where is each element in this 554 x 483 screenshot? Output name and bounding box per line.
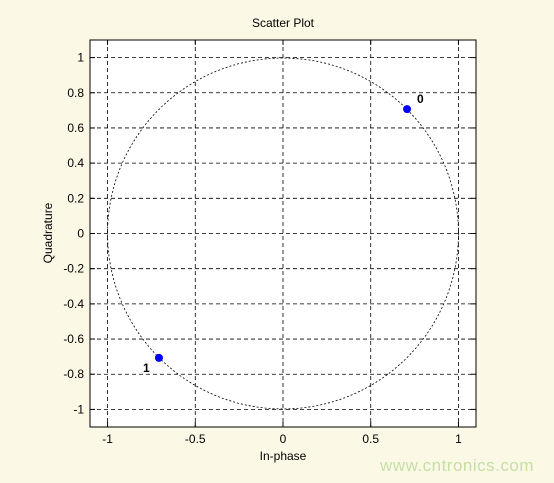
x-tick-label: -0.5	[185, 432, 206, 446]
grid-lines	[90, 40, 476, 427]
point-label: 1	[143, 361, 150, 375]
y-axis-ticks: 1 0.8 0.6 0.4 0.2 0 -0.2 -0.4 -0.6 -0.8 -1	[63, 51, 476, 416]
data-point	[154, 353, 163, 362]
y-tick-label: 0.4	[67, 156, 84, 170]
scatter-points: 01	[143, 92, 424, 375]
y-tick-label: -0.2	[63, 262, 84, 276]
y-tick-label: -0.6	[63, 332, 84, 346]
x-axis-label: In-phase	[260, 449, 307, 463]
y-tick-label: -1	[73, 402, 84, 416]
y-tick-label: -0.8	[63, 367, 84, 381]
y-tick-label: 0	[77, 227, 84, 241]
y-tick-label: 1	[77, 51, 84, 65]
y-tick-label: 0.8	[67, 86, 84, 100]
x-tick-label: 0	[280, 432, 287, 446]
x-tick-label: 1	[455, 432, 462, 446]
x-tick-label: 0.5	[362, 432, 379, 446]
data-point	[403, 105, 412, 114]
watermark: www.cntronics.com	[380, 456, 534, 475]
point-label: 0	[417, 92, 424, 106]
y-tick-label: 0.6	[67, 121, 84, 135]
x-axis-ticks: -1 -0.5 0 0.5 1	[102, 40, 462, 446]
y-axis-label: Quadrature	[41, 202, 55, 263]
y-tick-label: 0.2	[67, 191, 84, 205]
x-tick-label: -1	[102, 432, 113, 446]
chart-title: Scatter Plot	[252, 16, 315, 30]
unit-circle	[107, 57, 459, 410]
y-tick-label: -0.4	[63, 297, 84, 311]
